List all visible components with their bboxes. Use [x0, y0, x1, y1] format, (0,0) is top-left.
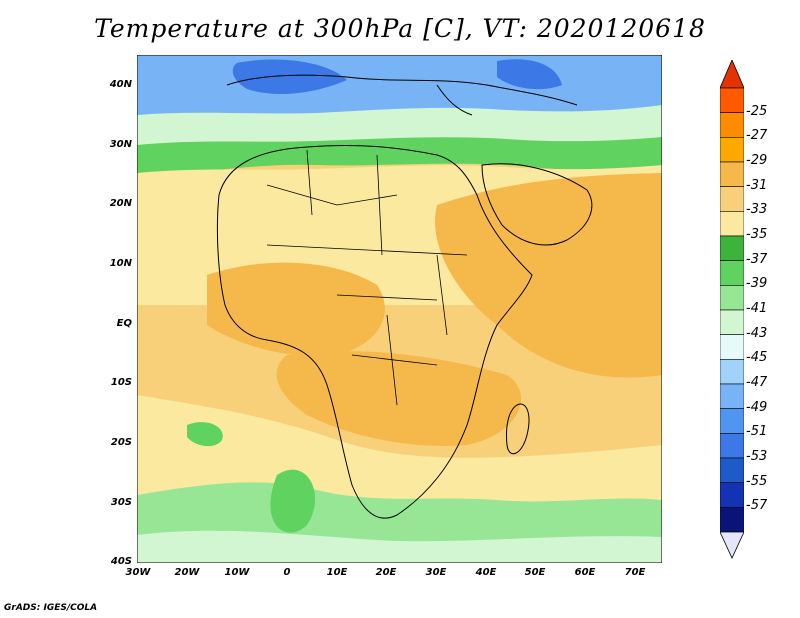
lat-label-40s: 40S [110, 556, 132, 567]
lon-label-40e: 40E [475, 567, 497, 578]
colorbar-label: -29 [746, 153, 768, 168]
lat-label-10s: 10S [110, 377, 132, 388]
lat-label-30s: 30S [110, 497, 132, 508]
field-south-cool [137, 530, 662, 563]
colorbar-band [720, 235, 744, 261]
lat-label-20n: 20N [109, 198, 132, 209]
colorbar-label: -45 [746, 350, 768, 366]
colorbar-band [720, 359, 744, 385]
colorbar-band [720, 211, 744, 237]
temperature-map [137, 55, 662, 563]
colorbar-band [720, 383, 744, 409]
lat-label-20s: 20S [110, 437, 132, 448]
chart-title: Temperature at 300hPa [C], VT: 202012061… [94, 14, 706, 43]
colorbar-label: -55 [746, 473, 768, 489]
lon-label-0: 0 [283, 567, 291, 578]
arabia-outline [481, 163, 593, 246]
lat-label-10n: 10N [109, 258, 132, 269]
colorbar-label: -47 [746, 375, 768, 390]
colorbar-band [720, 137, 744, 163]
colorbar-label: -37 [746, 251, 768, 267]
colorbar-band [720, 457, 744, 483]
field-cold-core-1 [232, 59, 347, 95]
lon-label-30w: 30W [125, 567, 151, 578]
field-orange-west [207, 262, 385, 356]
colorbar-label: -53 [746, 449, 768, 464]
colorbar-label: -35 [746, 227, 768, 242]
borders [266, 149, 468, 406]
lon-label-20w: 20W [174, 567, 200, 578]
colorbar-band [720, 482, 744, 508]
lat-label-30n: 30N [109, 139, 132, 150]
lat-label-eq: EQ [116, 318, 132, 329]
field-south-green-dark [270, 469, 316, 533]
colorbar-label: -57 [746, 498, 768, 514]
field-orange-south [276, 351, 522, 446]
lon-label-10w: 10W [224, 567, 250, 578]
madagascar-outline [506, 403, 530, 455]
lon-label-70e: 70E [624, 567, 646, 578]
field-green-band [137, 137, 662, 179]
field-orange-east [435, 173, 662, 378]
colorbar-band [720, 285, 744, 311]
lon-label-50e: 50E [524, 567, 546, 578]
field-cold-core-2 [497, 59, 562, 90]
colorbar-band [720, 112, 744, 138]
lon-label-30e: 30E [425, 567, 447, 578]
colorbar-band [720, 433, 744, 459]
colorbar-label: -25 [746, 103, 768, 119]
colorbar-band [720, 161, 744, 187]
colorbar [720, 60, 744, 559]
colorbar-label: -41 [746, 301, 768, 316]
colorbar-band [720, 260, 744, 286]
colorbar-label: -49 [746, 399, 768, 415]
colorbar-label: -51 [746, 424, 768, 440]
colorbar-band [720, 87, 744, 113]
colorbar-band [720, 186, 744, 212]
colorbar-band [720, 309, 744, 335]
lon-label-20e: 20E [375, 567, 397, 578]
colorbar-bottom-arrow [720, 531, 744, 559]
colorbar-band [720, 507, 744, 533]
field-green-blob [187, 422, 223, 447]
credit-label: GrADS: IGES/COLA [4, 603, 98, 613]
colorbar-top-arrow [720, 60, 744, 89]
colorbar-label: -39 [746, 276, 768, 292]
colorbar-label: -33 [746, 202, 768, 218]
lon-label-10e: 10E [326, 567, 348, 578]
colorbar-label: -31 [746, 177, 768, 193]
colorbar-label: -27 [746, 128, 768, 144]
colorbar-band [720, 408, 744, 434]
colorbar-band [720, 334, 744, 360]
africa-outline [216, 144, 533, 519]
europe-outline [226, 74, 578, 116]
lon-label-60e: 60E [574, 567, 596, 578]
colorbar-label: -43 [746, 325, 768, 341]
lat-label-40n: 40N [109, 79, 132, 90]
